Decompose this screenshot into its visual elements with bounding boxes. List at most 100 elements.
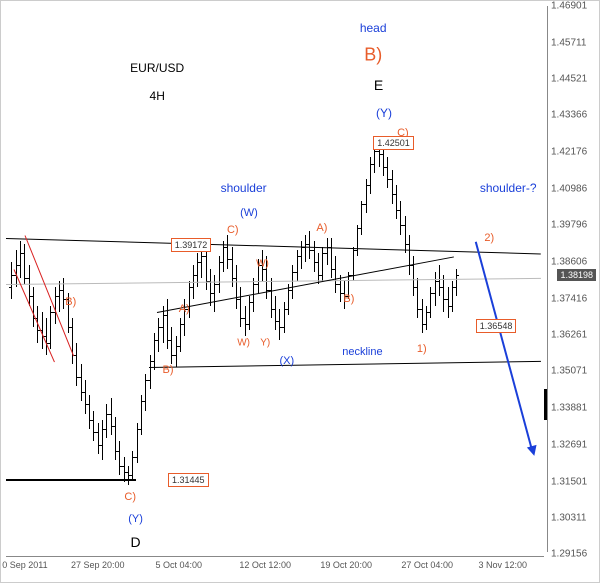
ohlc-bar — [29, 265, 30, 305]
chart-annotation: shoulder-? — [480, 181, 537, 195]
ohlc-bar — [42, 312, 43, 349]
y-tick-label: 1.29156 — [551, 549, 587, 560]
ohlc-bar — [271, 278, 272, 318]
price-callout: 1.39172 — [171, 238, 212, 252]
ohlc-bar — [93, 411, 94, 442]
chart-annotation: B) — [163, 364, 174, 376]
chart-annotation: B) — [65, 296, 76, 308]
ohlc-bar — [297, 250, 298, 281]
ohlc-bar — [275, 296, 276, 330]
chart-annotation: head — [360, 21, 387, 35]
price-callout: 1.36548 — [476, 319, 517, 333]
ohlc-bar — [171, 327, 172, 364]
ohlc-bar — [409, 235, 410, 275]
ohlc-bar — [322, 247, 323, 281]
ohlc-bar — [387, 157, 388, 188]
ohlc-bar — [413, 256, 414, 296]
ohlc-bar — [55, 287, 56, 324]
y-tick-label: 1.45711 — [551, 37, 586, 48]
ohlc-bar — [435, 272, 436, 306]
ohlc-bar — [59, 281, 60, 312]
ohlc-bar — [158, 318, 159, 352]
ohlc-bar — [240, 287, 241, 327]
ohlc-bar — [227, 235, 228, 269]
ohlc-bar — [249, 296, 250, 330]
ohlc-bar — [331, 238, 332, 278]
ohlc-bar — [284, 302, 285, 333]
x-tick-label: 0 Sep 2011 — [2, 560, 47, 570]
ohlc-bar — [115, 417, 116, 460]
ohlc-bar — [167, 299, 168, 348]
ohlc-bar — [340, 275, 341, 303]
y-tick-label: 1.32691 — [551, 439, 587, 450]
chart-annotation: (Y) — [128, 513, 143, 525]
y-tick-label: 1.44521 — [551, 74, 587, 85]
ohlc-bar — [357, 225, 358, 256]
chart-annotation: shoulder — [221, 181, 267, 195]
ohlc-bar — [366, 179, 367, 213]
ohlc-bar — [210, 269, 211, 306]
chart-annotation: (Y) — [376, 106, 392, 120]
chart-annotation: (X) — [279, 355, 294, 367]
ohlc-bar — [361, 201, 362, 235]
ohlc-bar — [33, 287, 34, 327]
ohlc-bar — [400, 201, 401, 235]
ohlc-bar — [327, 238, 328, 266]
ohlc-bar — [72, 318, 73, 364]
trend-line — [6, 479, 136, 481]
ohlc-bar — [430, 287, 431, 318]
chart-annotation: E — [374, 77, 383, 93]
trend-line — [24, 235, 74, 356]
trend-line — [149, 361, 541, 368]
ohlc-bar — [301, 241, 302, 269]
ohlc-bar — [106, 404, 107, 438]
y-tick-label: 1.37416 — [551, 293, 587, 304]
trend-line — [475, 241, 533, 451]
ohlc-bar — [236, 265, 237, 308]
chart-annotation: 1) — [417, 343, 427, 355]
ohlc-bar — [150, 355, 151, 389]
chart-annotation: Y) — [260, 337, 270, 348]
y-tick-label: 1.43366 — [551, 110, 587, 121]
x-tick-label: 12 Oct 12:00 — [239, 560, 291, 570]
ohlc-bar — [223, 241, 224, 272]
ohlc-bar — [85, 380, 86, 414]
ohlc-bar — [102, 420, 103, 460]
y-tick-label: 1.30311 — [551, 513, 586, 524]
chart-annotation: W) — [237, 337, 250, 348]
x-tick-label: 5 Oct 04:00 — [156, 560, 203, 570]
ohlc-bar — [439, 265, 440, 296]
x-axis: 0 Sep 201127 Sep 20:005 Oct 04:0012 Oct … — [6, 556, 544, 574]
ohlc-bar — [16, 250, 17, 287]
ohlc-bar — [132, 451, 133, 479]
ohlc-bar — [305, 235, 306, 263]
chart-annotation: EUR/USD — [130, 61, 184, 75]
chart-annotation: 4H — [150, 89, 165, 103]
ohlc-bar — [417, 278, 418, 318]
ohlc-bar — [314, 241, 315, 272]
ohlc-bar — [11, 262, 12, 299]
ohlc-bar — [405, 216, 406, 253]
chart-plot-area[interactable]: EUR/USD 4H head B) E (Y) C) shoulder shoulder-? (… — [6, 6, 544, 552]
ohlc-bar — [292, 265, 293, 299]
ohlc-bar — [448, 287, 449, 318]
ohlc-bar — [76, 343, 77, 386]
projection-arrow-head — [526, 445, 538, 457]
ohlc-bar — [422, 299, 423, 333]
chart-annotation: neckline — [342, 346, 382, 358]
trend-line — [6, 238, 541, 254]
x-tick-label: 27 Oct 04:00 — [401, 560, 453, 570]
ohlc-bar — [214, 275, 215, 312]
ohlc-bar — [456, 269, 457, 297]
trend-line — [6, 278, 541, 285]
ohlc-bar — [452, 281, 453, 312]
chart-annotation: C) — [227, 224, 239, 236]
ohlc-bar — [206, 247, 207, 290]
ohlc-bar — [176, 336, 177, 367]
ohlc-bar — [111, 398, 112, 435]
ohlc-bar — [443, 275, 444, 312]
y-tick-label: 1.39796 — [551, 220, 587, 231]
ohlc-bar — [245, 306, 246, 337]
y-axis: 1.469011.457111.445211.433661.421761.409… — [547, 6, 599, 552]
ohlc-bar — [20, 241, 21, 278]
